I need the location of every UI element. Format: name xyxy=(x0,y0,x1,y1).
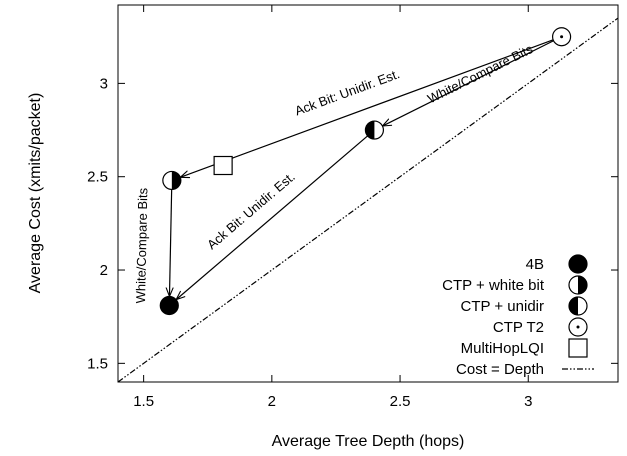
data-point xyxy=(364,120,385,140)
annotation-arrow xyxy=(169,189,171,296)
data-point xyxy=(213,155,233,176)
plot-frame xyxy=(117,4,619,383)
data-point xyxy=(159,295,179,316)
y-tick-label: 1.5 xyxy=(87,355,108,372)
data-points xyxy=(159,27,572,316)
x-tick-label: 1.5 xyxy=(133,393,154,410)
y-axis-label: Average Cost (xmits/packet) xyxy=(27,93,44,294)
annotation-label: Ack Bit: Unidir. Est. xyxy=(293,66,402,118)
identity-line-layer xyxy=(117,17,619,383)
legend-label: 4B xyxy=(526,256,544,273)
annotation-label: White/Compare Bits xyxy=(133,187,150,303)
legend-label: MultiHopLQI xyxy=(461,340,544,357)
y-tick-label: 3 xyxy=(100,75,108,92)
annotation-arrow xyxy=(180,39,554,177)
legend-label: CTP + unidir xyxy=(460,298,544,315)
annotation-arrow xyxy=(382,40,554,126)
legend-marker xyxy=(568,317,588,337)
legend-marker xyxy=(568,296,588,316)
x-tick-label: 2 xyxy=(268,393,276,410)
y-tick-label: 2 xyxy=(100,262,108,279)
annotation-layer: Ack Bit: Unidir. Est. White/Compare Bits W… xyxy=(133,39,554,304)
legend-marker xyxy=(568,254,588,274)
legend: 4B CTP + white bit CTP + unidir CTP T2 Multi… xyxy=(442,254,594,378)
cost-equals-depth-line xyxy=(117,17,619,383)
x-tick-label: 2.5 xyxy=(390,393,411,410)
legend-marker xyxy=(568,338,588,358)
y-tick-label: 2.5 xyxy=(87,169,108,186)
legend-label: CTP + white bit xyxy=(442,277,545,294)
annotation-arrow xyxy=(176,135,368,300)
x-tick-label: 3 xyxy=(524,393,532,410)
legend-label: Cost = Depth xyxy=(456,361,544,378)
data-point xyxy=(162,170,182,191)
data-point xyxy=(551,27,572,47)
x-axis-label: Average Tree Depth (hops) xyxy=(272,433,465,450)
legend-marker xyxy=(568,275,588,295)
annotation-label: Ack Bit: Unidir. Est. xyxy=(204,169,298,252)
annotation-label: White/Compare Bits xyxy=(425,41,536,106)
axis-ticks: 1.5 2 2.5 3 1.5 2 2.5 3 xyxy=(87,5,618,410)
legend-label: CTP T2 xyxy=(493,319,544,336)
